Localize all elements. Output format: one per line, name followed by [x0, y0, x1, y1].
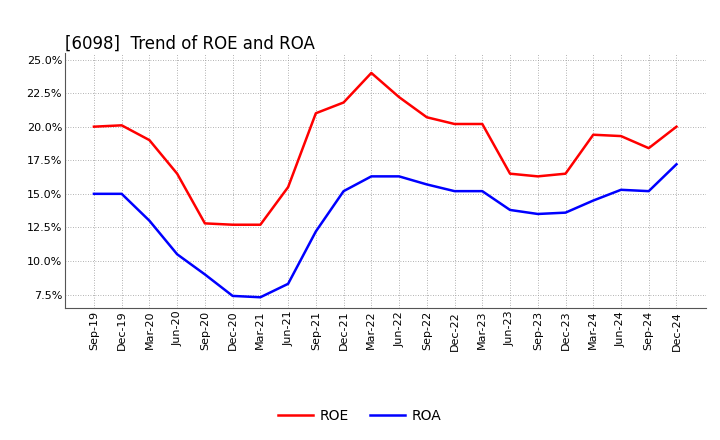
- ROE: [534, 174, 542, 179]
- ROE: [228, 222, 237, 227]
- ROA: [201, 272, 210, 277]
- ROE: [145, 137, 154, 143]
- ROA: [367, 174, 376, 179]
- ROA: [173, 252, 181, 257]
- ROE: [395, 95, 403, 100]
- ROE: [478, 121, 487, 127]
- ROA: [450, 188, 459, 194]
- ROE: [589, 132, 598, 137]
- Line: ROE: ROE: [94, 73, 677, 225]
- ROA: [478, 188, 487, 194]
- ROA: [395, 174, 403, 179]
- ROE: [561, 171, 570, 176]
- ROE: [173, 171, 181, 176]
- ROE: [201, 221, 210, 226]
- ROE: [672, 124, 681, 129]
- ROA: [423, 182, 431, 187]
- ROA: [145, 218, 154, 224]
- ROA: [616, 187, 625, 192]
- ROE: [367, 70, 376, 76]
- ROA: [644, 188, 653, 194]
- ROA: [339, 188, 348, 194]
- ROA: [534, 211, 542, 216]
- ROE: [505, 171, 514, 176]
- ROA: [505, 207, 514, 213]
- Text: [6098]  Trend of ROE and ROA: [6098] Trend of ROE and ROA: [65, 35, 315, 53]
- ROE: [339, 100, 348, 105]
- ROE: [423, 115, 431, 120]
- ROA: [89, 191, 98, 197]
- ROE: [89, 124, 98, 129]
- ROA: [312, 229, 320, 234]
- ROE: [256, 222, 265, 227]
- Line: ROA: ROA: [94, 164, 677, 297]
- ROE: [644, 146, 653, 151]
- ROA: [561, 210, 570, 215]
- ROE: [284, 184, 292, 190]
- ROA: [256, 295, 265, 300]
- ROE: [616, 133, 625, 139]
- Legend: ROE, ROA: ROE, ROA: [273, 403, 447, 429]
- ROA: [284, 281, 292, 286]
- ROE: [450, 121, 459, 127]
- ROE: [312, 110, 320, 116]
- ROA: [589, 198, 598, 203]
- ROA: [672, 161, 681, 167]
- ROA: [117, 191, 126, 197]
- ROE: [117, 123, 126, 128]
- ROA: [228, 293, 237, 299]
